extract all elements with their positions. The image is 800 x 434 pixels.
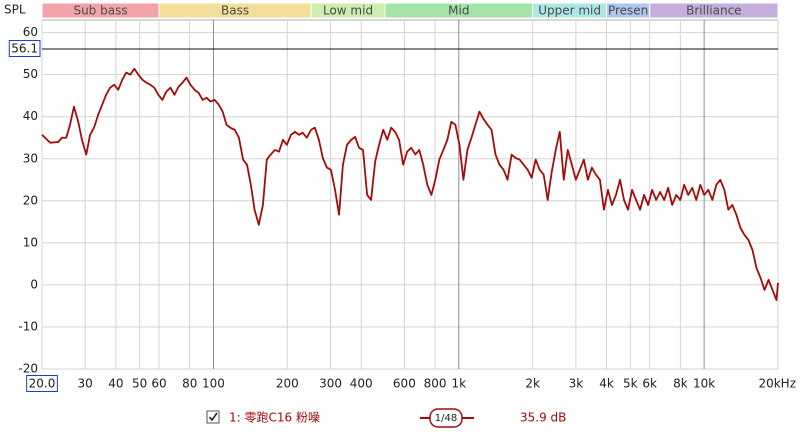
level-label: 35.9 dB xyxy=(520,411,566,425)
x-tick-label: 6k xyxy=(642,377,657,391)
x-tick-label: 4k xyxy=(599,377,614,391)
y-axis-label: SPL xyxy=(4,3,26,17)
band-label: Brilliance xyxy=(686,4,741,18)
legend-label[interactable]: 1: 零跑C16 粉噪 xyxy=(229,411,320,425)
y-tick-label: -10 xyxy=(18,319,38,333)
cursor-box xyxy=(8,40,41,58)
x-cursor-box xyxy=(26,375,58,392)
y-tick-label: 50 xyxy=(23,67,38,81)
y-tick-label: 10 xyxy=(23,235,38,249)
band-label: Presen xyxy=(608,4,648,18)
x-tick-label: 800 xyxy=(424,377,447,391)
x-tick-label: 200 xyxy=(276,377,299,391)
x-tick-label: 5k xyxy=(623,377,638,391)
x-tick-label: 30 xyxy=(78,377,93,391)
x-tick-label: 60 xyxy=(151,377,166,391)
y-tick-label: 40 xyxy=(23,109,38,123)
x-tick-label: 80 xyxy=(182,377,197,391)
check-mark xyxy=(208,412,218,422)
x-tick-label: 20kHz xyxy=(758,377,796,391)
band-label: Sub bass xyxy=(73,4,127,18)
band: Sub bass xyxy=(41,2,160,19)
x-tick-label: 20.0 xyxy=(29,377,56,391)
y-tick-label: -20 xyxy=(18,362,38,376)
plot-area xyxy=(41,19,779,370)
band: Presen xyxy=(606,2,651,19)
y-tick-label: 20 xyxy=(23,193,38,207)
cursor-label: 56.1 xyxy=(11,42,38,56)
y-tick-label: 30 xyxy=(23,151,38,165)
series-line xyxy=(41,67,779,301)
band-label: Bass xyxy=(221,4,249,18)
x-tick-label: 400 xyxy=(350,377,373,391)
x-tick-label: 2k xyxy=(525,377,540,391)
band: Upper mid xyxy=(532,2,608,19)
x-tick-label: 10k xyxy=(693,377,715,391)
band-rect xyxy=(649,2,779,19)
band: Mid xyxy=(384,2,534,19)
band: Bass xyxy=(158,2,312,19)
band: Brilliance xyxy=(649,2,779,19)
x-tick-label: 40 xyxy=(108,377,123,391)
x-tick-label: 100 xyxy=(202,377,225,391)
x-tick-label: 50 xyxy=(132,377,147,391)
band-label: Mid xyxy=(448,4,469,18)
x-tick-label: 300 xyxy=(319,377,342,391)
band-label: Low mid xyxy=(323,4,373,18)
x-tick-label: 3k xyxy=(569,377,584,391)
smoothing-badge[interactable] xyxy=(429,408,463,428)
y-tick-label: 0 xyxy=(30,277,38,291)
smoothing-label: 1/48 xyxy=(435,413,457,424)
x-tick-label: 8k xyxy=(673,377,688,391)
x-tick-label: 1k xyxy=(452,377,467,391)
checkbox[interactable] xyxy=(206,410,220,424)
x-tick-label: 600 xyxy=(393,377,416,391)
band: Low mid xyxy=(310,2,386,19)
band-label: Upper mid xyxy=(538,4,601,18)
y-tick-label: 60 xyxy=(23,25,38,39)
